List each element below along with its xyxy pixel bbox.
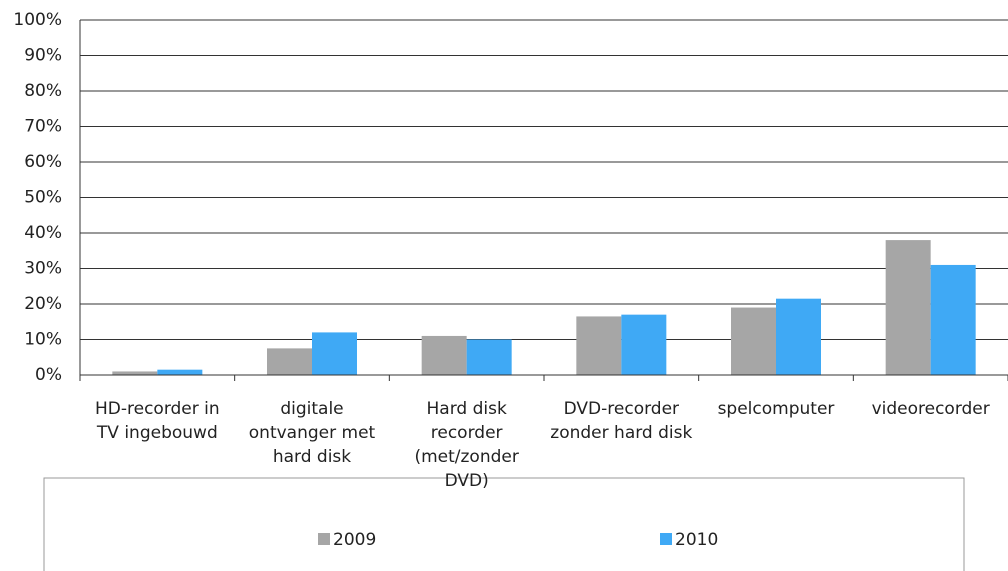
bar bbox=[466, 339, 512, 375]
bar bbox=[621, 314, 667, 375]
bar bbox=[930, 264, 976, 375]
x-tick-label: videorecorder bbox=[871, 399, 990, 419]
y-tick-label: 50% bbox=[24, 188, 62, 208]
bar bbox=[112, 371, 158, 375]
bar bbox=[157, 369, 203, 375]
x-tick-label: DVD-recorder zonder hard disk bbox=[550, 399, 693, 443]
bar bbox=[731, 307, 776, 375]
y-tick-label: 80% bbox=[24, 81, 62, 101]
bar bbox=[421, 335, 467, 375]
x-tick-label: Hard disk recorder (met/zonder DVD) bbox=[414, 399, 519, 491]
bar bbox=[885, 240, 931, 375]
legend-swatch bbox=[318, 533, 330, 545]
y-tick-label: 30% bbox=[24, 259, 62, 279]
y-tick-label: 20% bbox=[24, 294, 62, 314]
y-tick-label: 70% bbox=[24, 117, 62, 137]
legend-box bbox=[43, 477, 965, 571]
legend-label: 2010 bbox=[675, 530, 718, 550]
y-tick-label: 90% bbox=[24, 46, 62, 66]
legend-swatch bbox=[660, 533, 672, 545]
legend-label: 2009 bbox=[333, 530, 376, 550]
y-tick-label: 60% bbox=[24, 152, 62, 172]
bar bbox=[576, 316, 622, 375]
y-tick-label: 10% bbox=[24, 330, 62, 350]
bar bbox=[267, 348, 312, 375]
y-tick-label: 100% bbox=[13, 10, 62, 30]
y-tick-label: 40% bbox=[24, 223, 62, 243]
bar bbox=[312, 332, 357, 375]
x-tick-label: digitale ontvanger met hard disk bbox=[248, 399, 376, 467]
x-tick-label: spelcomputer bbox=[717, 399, 835, 419]
y-tick-label: 0% bbox=[35, 365, 62, 385]
bar bbox=[776, 298, 821, 375]
x-tick-label: HD-recorder in TV ingebouwd bbox=[94, 399, 220, 443]
